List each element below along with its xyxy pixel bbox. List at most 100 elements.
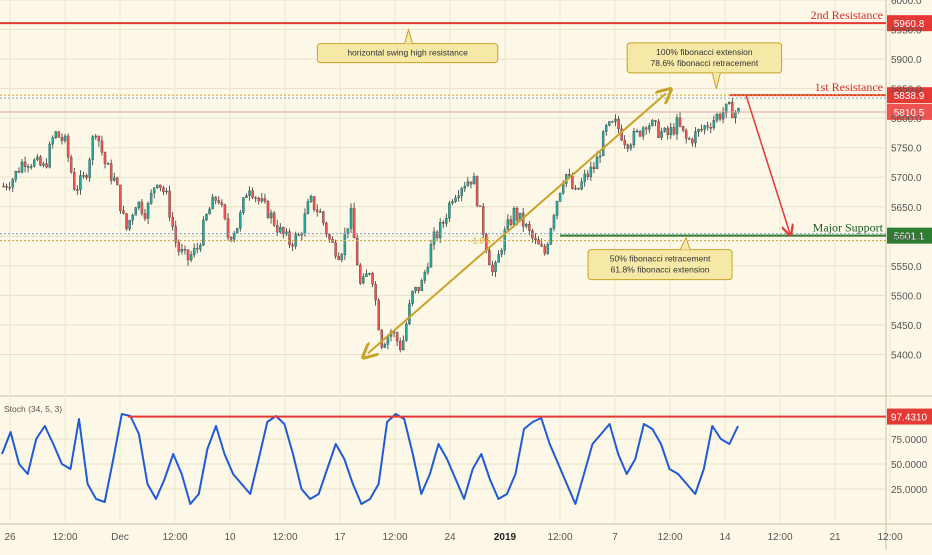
candle-body — [272, 212, 276, 226]
candle-body — [371, 273, 374, 285]
candle-body — [525, 224, 528, 227]
candle-body — [638, 130, 642, 137]
candle-body — [45, 163, 48, 168]
candle-body — [232, 232, 236, 240]
candle-body — [362, 276, 365, 284]
annotation-box — [587, 249, 733, 281]
candle-body — [192, 247, 196, 255]
candle-body — [731, 102, 734, 119]
candle-body — [103, 152, 107, 164]
candle-body — [654, 120, 657, 122]
candle-body — [737, 108, 740, 112]
candle-body — [540, 244, 543, 247]
candle-body — [368, 273, 371, 275]
candle-body — [48, 143, 51, 168]
candle-body — [734, 111, 737, 119]
candle-body — [405, 323, 408, 341]
candle-body — [275, 225, 279, 233]
candle-body — [552, 215, 556, 229]
time-tick-label: 21 — [829, 532, 841, 543]
candle-body — [435, 231, 439, 239]
candle-body — [598, 155, 602, 158]
candle-body — [245, 195, 248, 198]
annotation-text: horizontal swing high resistance — [347, 48, 468, 58]
candle-body — [669, 127, 673, 136]
candle-body — [463, 185, 467, 189]
candle-body — [29, 166, 33, 168]
candle-body — [451, 201, 454, 204]
candle-body — [691, 138, 694, 144]
candle-body — [543, 246, 546, 254]
candle-body — [189, 254, 193, 261]
level-price-tag — [887, 87, 932, 104]
candle-body — [39, 156, 42, 166]
candle-body — [365, 273, 368, 277]
candle-body — [475, 176, 479, 206]
candle-body — [291, 244, 294, 247]
stoch-level-tag — [887, 408, 932, 425]
candle-body — [297, 234, 300, 236]
candle-body — [57, 131, 61, 138]
time-tick-label: 24 — [444, 532, 456, 543]
candle-body — [577, 187, 580, 190]
candle-body — [199, 244, 202, 250]
price-tick-label: 5500.0 — [891, 291, 922, 302]
candle-body — [494, 262, 497, 273]
candle-body — [583, 173, 586, 182]
candle-body — [208, 208, 211, 215]
candle-body — [445, 218, 448, 224]
candle-body — [26, 166, 30, 168]
candle-body — [106, 163, 110, 165]
candle-body — [657, 121, 660, 138]
candle-body — [700, 129, 703, 131]
candle-body — [248, 190, 251, 196]
time-tick-label: 12:00 — [52, 532, 77, 543]
candle-body — [82, 175, 85, 177]
candle-body — [128, 220, 131, 230]
candle-body — [125, 213, 128, 230]
stoch-line — [1, 413, 739, 505]
candle-body — [500, 249, 503, 255]
level-price-tag — [887, 15, 932, 32]
price-tick-label: 5800.0 — [891, 114, 922, 125]
candle-body — [478, 205, 482, 207]
candle-body — [211, 196, 214, 210]
candle-body — [595, 157, 599, 170]
time-tick-label: 7 — [612, 532, 618, 543]
level-name: 1st Resistance — [815, 80, 883, 94]
candle-body — [571, 176, 574, 189]
level-price-label: 5810.5 — [894, 108, 925, 119]
candle-body — [706, 125, 709, 128]
candle-body — [724, 103, 728, 113]
level-price-tag — [887, 103, 932, 120]
candle-body — [266, 201, 270, 219]
candle-body — [285, 231, 288, 235]
candle-body — [414, 286, 417, 292]
candle-body — [171, 217, 174, 227]
candle-body — [79, 175, 82, 191]
candle-body — [322, 211, 325, 224]
candle-body — [614, 118, 617, 122]
candle-body — [611, 121, 614, 123]
stoch-title: Stoch (34, 5, 3) — [4, 404, 62, 414]
level-price-label: 5960.8 — [894, 19, 925, 30]
time-tick-label: 17 — [334, 532, 346, 543]
candle-body — [131, 215, 134, 221]
price-tick-label: 5850.0 — [891, 85, 922, 96]
level-price-tag — [887, 227, 932, 244]
candle-body — [149, 192, 153, 204]
candle-body — [629, 144, 633, 149]
time-tick-label: 12:00 — [767, 532, 792, 543]
candle-body — [263, 198, 267, 202]
candle-body — [666, 127, 669, 136]
candle-body — [349, 208, 353, 229]
candle-body — [116, 177, 119, 186]
candle-body — [340, 254, 344, 260]
candle-body — [186, 249, 190, 261]
candle-body — [715, 114, 719, 121]
candle-body — [152, 187, 156, 194]
candle-body — [411, 290, 414, 304]
candle-body — [589, 166, 593, 177]
